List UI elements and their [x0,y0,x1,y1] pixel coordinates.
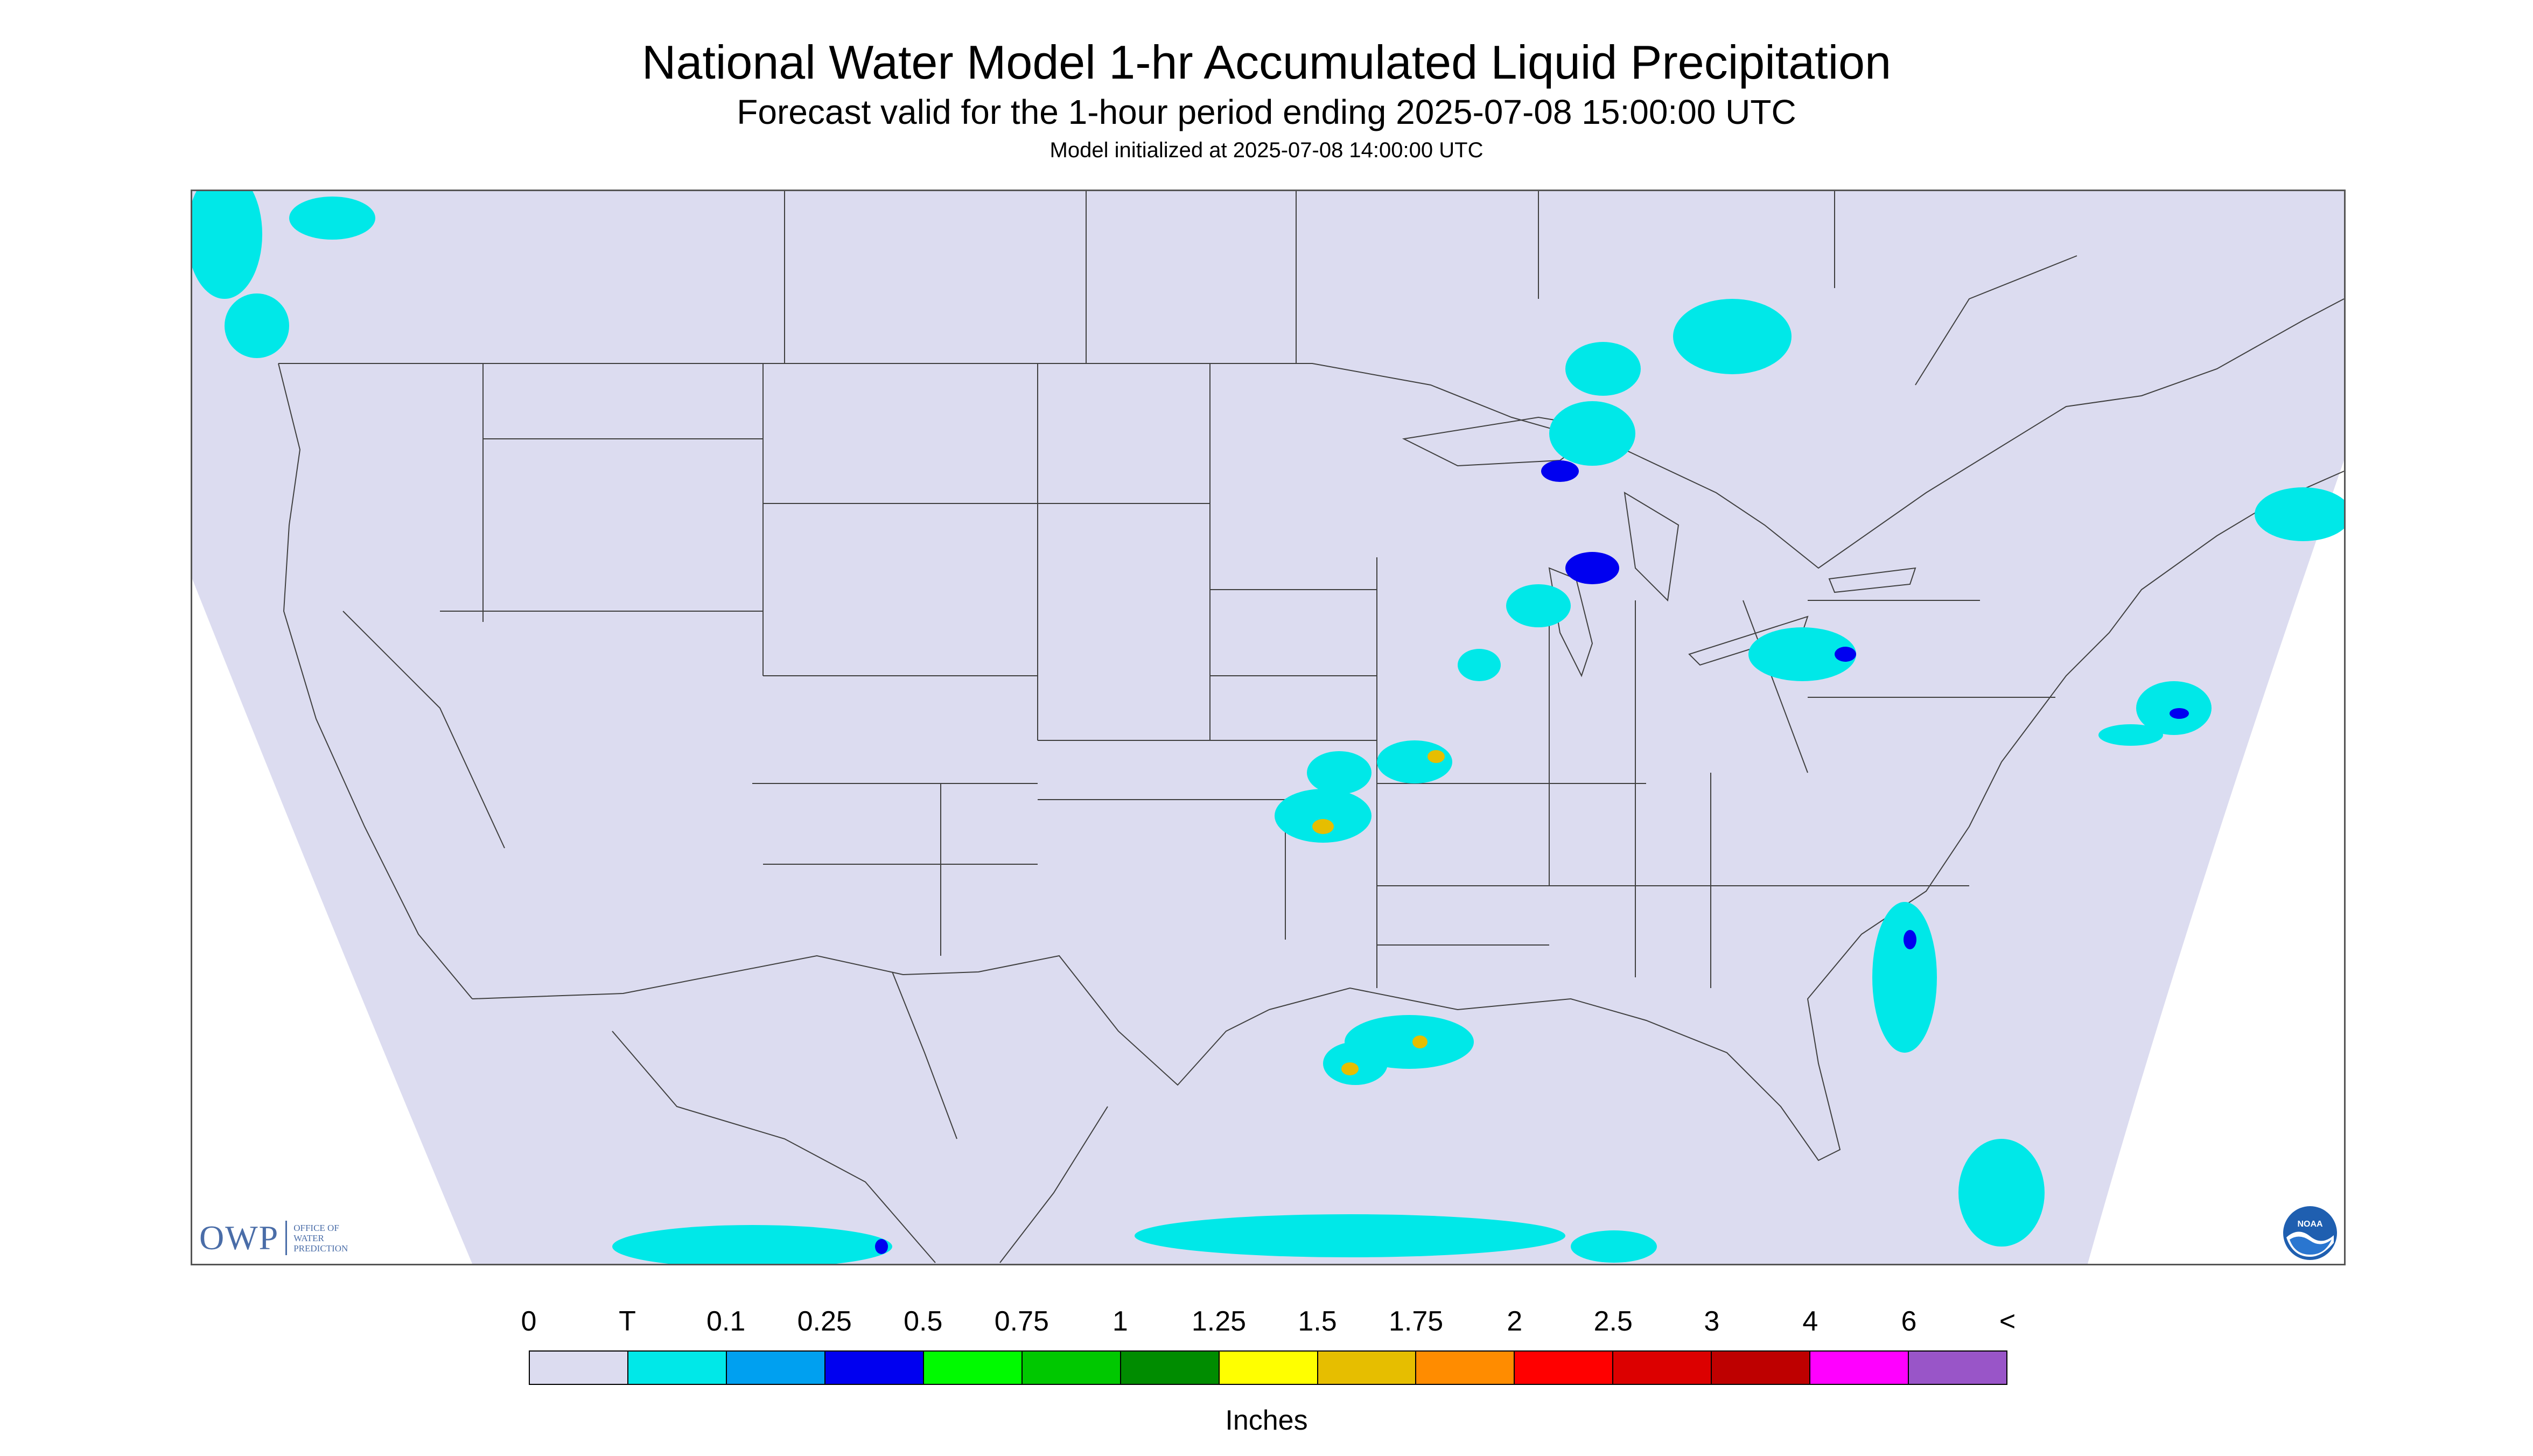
precip-cell [1341,1062,1359,1075]
precip-cell [1506,584,1571,627]
noaa-logo-icon: NOAA [2283,1206,2337,1260]
legend-label: < [1999,1306,2016,1337]
legend-label: 1.75 [1388,1306,1444,1337]
us-mexico-border [472,955,1270,1086]
precipitation-map [191,190,2346,1265]
model-domain [192,191,2344,1264]
precip-cell [1541,460,1579,482]
precip-cell [1904,930,1916,949]
legend-swatch [1613,1352,1712,1384]
precip-cell [2136,681,2212,735]
legend-swatch [530,1352,628,1384]
map-subtitle: Forecast valid for the 1-hour period end… [737,93,1796,131]
legend-swatch [1121,1352,1220,1384]
west-coast [278,363,473,999]
precip-cell [1565,342,1641,396]
precip-cell [225,293,289,358]
legend-label: 3 [1704,1306,1720,1337]
legend-label: 2.5 [1593,1306,1633,1337]
legend-swatch [923,1352,1023,1384]
precip-cell [1549,401,1635,466]
precip-cell [1835,647,1856,662]
legend-swatch [1515,1352,1614,1384]
precip-cell [289,197,375,240]
legend-label: 4 [1802,1306,1818,1337]
legend-label: 0.5 [904,1306,943,1337]
precip-cell [1135,1214,1565,1257]
legend-swatch [628,1352,727,1384]
owp-logo-letters: OWP [199,1219,279,1257]
owp-logo-subtitle: OFFICE OF WATER PREDICTION [293,1222,348,1254]
legend-label: 0 [521,1306,537,1337]
owp-logo-divider [285,1221,288,1255]
legend-label: 0.75 [994,1306,1049,1337]
us-canada-border [278,298,2344,569]
legend-swatch [1810,1352,1909,1384]
legend-label: 1.25 [1191,1306,1247,1337]
precip-cell [1458,649,1501,681]
mexico-lines [612,971,1108,1263]
state-lines [342,363,2055,988]
precip-cell [612,1225,892,1264]
legend-units: Inches [1225,1405,1308,1436]
model-init-line: Model initialized at 2025-07-08 14:00:00… [1049,138,1484,162]
precip-cell [1748,627,1856,681]
precip-cell [875,1239,888,1254]
legend-label: 2 [1507,1306,1523,1337]
precip-cell [1307,751,1372,794]
legend-label: 0.1 [706,1306,746,1337]
precip-cell [1377,740,1452,783]
legend-swatch [1022,1352,1121,1384]
legend-swatch [1909,1352,2007,1384]
canada-lines [784,191,2077,386]
legend-label: 1 [1112,1306,1128,1337]
precip-cell [1565,552,1619,584]
lake-huron [1624,492,1680,602]
state-boundaries [278,191,2344,1263]
precip-cell [1428,750,1445,763]
precip-cell [1958,1139,2045,1247]
legend-swatch [825,1352,924,1384]
map-title: National Water Model 1-hr Accumulated Li… [641,36,1892,89]
svg-text:NOAA: NOAA [2297,1220,2323,1229]
legend-labels: 0 T 0.1 0.25 0.5 0.75 1 1.25 1.5 1.75 2 2.5 3 4 6 < [0,1305,2533,1343]
legend-color-bar [529,1350,2007,1385]
lake-ontario [1828,567,1916,593]
owp-logo: OWP OFFICE OF WATER PREDICTION [199,1218,348,1258]
legend-swatch [1219,1352,1318,1384]
precip-cell [192,191,262,299]
map-canvas [192,191,2344,1264]
legend-label: T [619,1306,636,1337]
legend-label: 1.5 [1298,1306,1337,1337]
precip-cell [2170,708,2189,719]
precipitation-cells [192,191,2344,1264]
legend-swatch [1318,1352,1417,1384]
legend-swatch [1416,1352,1515,1384]
legend-label: 6 [1901,1306,1917,1337]
precip-cell [1323,1042,1388,1085]
precip-cell [2098,724,2163,746]
precip-cell [1312,819,1334,834]
precip-cell [1571,1230,1657,1263]
precip-cell [1412,1035,1428,1048]
precip-cell [2255,487,2344,541]
precip-cell [1673,299,1792,374]
gulf-coast [1269,471,2344,1161]
precip-cell [1275,789,1372,843]
legend-label: 0.25 [797,1306,852,1337]
legend-swatch [1712,1352,1811,1384]
precip-cell [1872,902,1937,1053]
legend-swatch [726,1352,825,1384]
